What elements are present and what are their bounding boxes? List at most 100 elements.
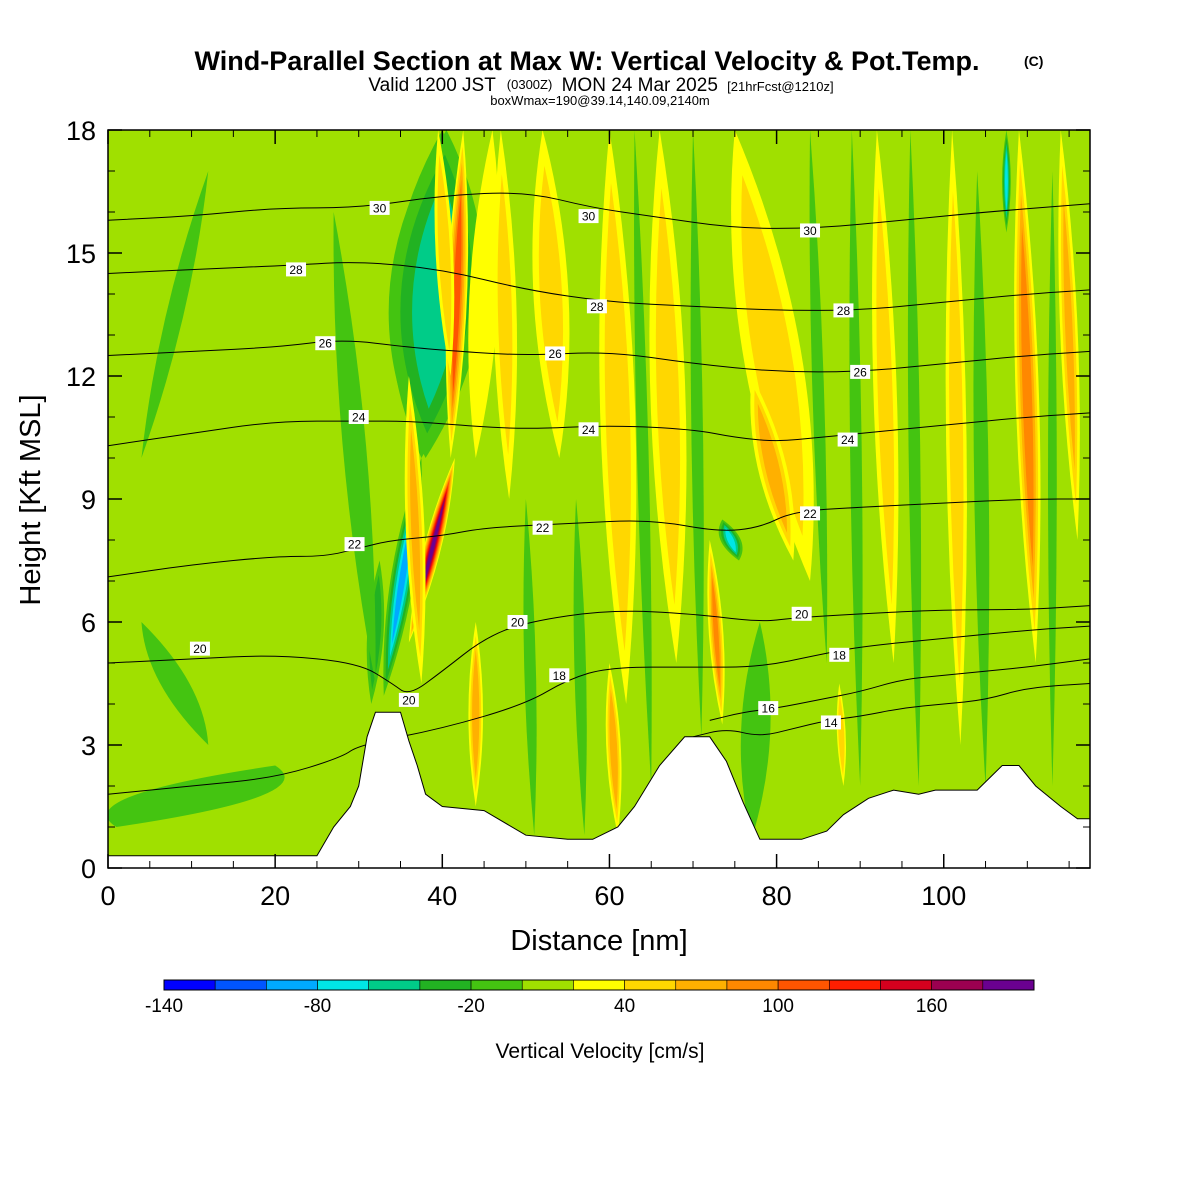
velocity-band	[655, 188, 681, 605]
velocity-streak-15	[731, 130, 814, 581]
contour-label-text: 28	[837, 304, 851, 318]
contour-label: 26	[850, 364, 871, 379]
velocity-band	[472, 649, 480, 779]
contour-label-text: 30	[803, 224, 817, 238]
velocity-streak-5	[445, 130, 469, 458]
contour-label: 20	[189, 641, 210, 656]
velocity-band	[468, 130, 500, 458]
velocity-streak-36	[973, 171, 990, 786]
colorbar-swatch	[982, 979, 1035, 991]
contour-label: 26	[545, 346, 566, 361]
subtitle-valid-time: Valid 1200 JST	[368, 75, 496, 96]
chart-subtitle: Valid 1200 JST (0300Z) MON 24 Mar 2025 […	[368, 73, 833, 96]
colorbar-label: Vertical Velocity [cm/s]	[496, 1040, 705, 1063]
theta-contour-16	[709, 658, 1090, 721]
colorbar-swatch	[266, 979, 318, 991]
contour-label: 30	[578, 209, 599, 224]
velocity-band	[1048, 171, 1057, 786]
colorbar-tick-label: -80	[304, 996, 331, 1017]
velocity-streak-10	[492, 130, 518, 499]
velocity-band	[740, 622, 771, 840]
contour-label: 28	[286, 262, 307, 277]
contour-label-text: 28	[289, 263, 303, 277]
velocity-band	[690, 130, 704, 737]
velocity-band	[604, 182, 631, 652]
velocity-streak-26	[141, 171, 209, 458]
velocity-band	[141, 171, 209, 458]
velocity-streak-21	[1014, 130, 1041, 663]
colorbar-swatch	[777, 979, 830, 991]
subtitle-date: MON 24 Mar 2025	[562, 75, 718, 96]
velocity-streak-12	[599, 130, 637, 704]
contour-label: 30	[800, 223, 821, 238]
subtitle-forecast: [21hrFcst@1210z]	[727, 79, 833, 94]
velocity-streak-8	[468, 130, 500, 458]
velocity-band	[757, 403, 788, 533]
contour-label: 16	[758, 701, 779, 716]
theta-contour-24	[108, 412, 1090, 447]
contour-label: 20	[398, 692, 419, 707]
y-tick-label: 18	[66, 116, 96, 146]
velocity-band	[333, 212, 376, 684]
velocity-band	[725, 527, 736, 553]
subtitle-utc-time: (0300Z)	[507, 77, 553, 92]
velocity-band	[1004, 150, 1008, 212]
contour-label: 22	[344, 537, 365, 552]
chart-subtitle-box: boxWmax=190@39.14,140.09,2140m	[490, 93, 710, 108]
contour-label-text: 16	[762, 702, 776, 716]
colorbar-tick-label: 160	[916, 996, 948, 1017]
y-tick-label: 6	[81, 608, 96, 638]
chart-title: Wind-Parallel Section at Max W: Vertical…	[195, 46, 980, 76]
velocity-streak-19	[872, 130, 899, 663]
x-tick-label: 20	[260, 881, 290, 911]
contour-label: 18	[549, 668, 570, 683]
velocity-band	[523, 499, 537, 836]
colorbar-swatch	[163, 979, 216, 991]
x-tick-label: 0	[100, 881, 115, 911]
y-tick-label: 9	[81, 485, 96, 515]
velocity-streak-14	[649, 130, 687, 663]
velocity-streak-22	[1058, 130, 1080, 540]
velocity-streak-33	[809, 130, 828, 663]
velocity-streak-30	[634, 130, 652, 786]
contour-label-text: 18	[833, 648, 847, 662]
velocity-streak-6	[404, 376, 426, 684]
velocity-band	[573, 499, 587, 836]
colorbar-tick-label: -20	[457, 996, 484, 1017]
colorbar-tick-label: -140	[145, 996, 183, 1017]
x-axis-label: Distance [nm]	[510, 925, 687, 957]
velocity-streak-23	[836, 683, 847, 786]
velocity-band	[1021, 225, 1034, 568]
contour-label: 30	[369, 200, 390, 215]
contour-label: 24	[578, 422, 599, 437]
velocity-streak-32	[740, 622, 771, 840]
velocity-streak-9	[468, 622, 484, 807]
theta-contour-28	[108, 262, 1090, 311]
colorbar-frame	[163, 979, 1035, 991]
velocity-band	[1063, 200, 1075, 470]
contour-label: 20	[507, 615, 528, 630]
y-tick-label: 12	[66, 362, 96, 392]
x-tick-label: 80	[762, 881, 792, 911]
velocity-streak-37	[1048, 171, 1057, 786]
contour-label: 26	[315, 336, 336, 351]
terrain	[108, 711, 1090, 868]
y-tick-label: 15	[66, 239, 96, 269]
x-tick-label: 60	[594, 881, 624, 911]
velocity-streak-25	[141, 622, 209, 745]
colorbar: -140 -80 -20 40 100 160	[145, 979, 1035, 1017]
contour-labels: 30 30 30 28 28 28 26 26 26 24 24 24 22 22 22 20 20 20 20 18…	[189, 200, 871, 730]
copyright-mark: (C)	[1024, 53, 1043, 69]
contour-label: 18	[829, 647, 850, 662]
velocity-band	[741, 175, 804, 536]
contour-label-text: 20	[402, 693, 416, 707]
velocity-streak-34	[849, 130, 863, 786]
contour-label: 28	[586, 299, 607, 314]
contour-label-text: 14	[824, 716, 838, 730]
contour-label-text: 28	[590, 300, 604, 314]
theta-contour-30	[108, 192, 1090, 229]
velocity-band	[609, 688, 618, 810]
colorbar-swatch	[368, 979, 421, 991]
velocity-band	[634, 130, 652, 786]
velocity-band	[838, 693, 845, 776]
